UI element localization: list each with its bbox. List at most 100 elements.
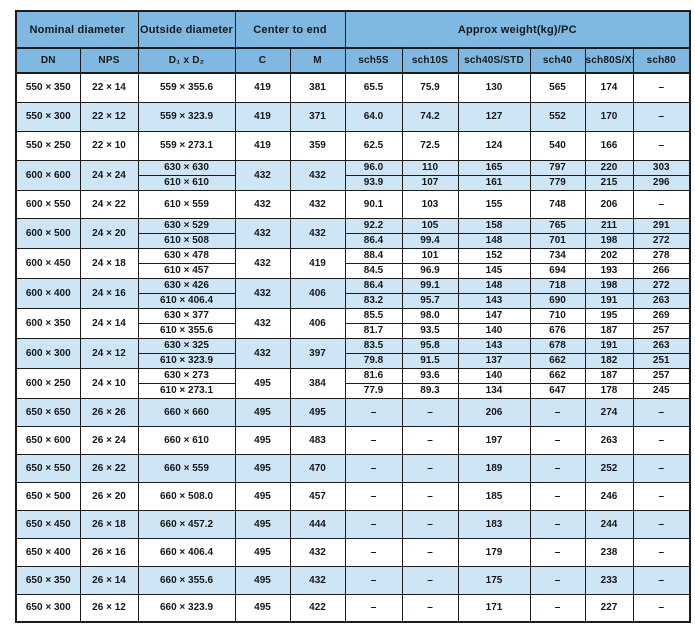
cell-sch40: – (529, 537, 586, 567)
cell-sch40: 765 (529, 217, 586, 234)
cell-m: 495 (289, 397, 346, 427)
table-row: 600 × 250 24 × 10 630 × 273 495 384 81.6 93.6 1… (15, 367, 691, 399)
cell-od: 610 × 559 (137, 189, 236, 219)
cell-sch80s-xs: 191 (584, 292, 634, 309)
cell-sch10s: 74.2 (401, 101, 459, 132)
cell-sch40s-std: 148 (457, 232, 531, 249)
cell-sch40s-std: 185 (457, 481, 531, 511)
table-row: 650 × 450 26 × 18 660 × 457.2 495 444– –183–2… (15, 509, 691, 539)
cell-dn: 600 × 550 (15, 189, 81, 219)
cell-sch10s: 103 (401, 189, 459, 219)
table-row: 600 × 300 24 × 12 630 × 325 432 397 83.5 95.8 1… (15, 337, 691, 369)
cell-od: 660 × 355.6 (137, 565, 236, 595)
cell-nps: 22 × 12 (79, 101, 139, 132)
cell-sch10s: 99.4 (401, 232, 459, 249)
col-header-od: D₁ x D₂ (137, 47, 236, 74)
cell-nps: 24 × 20 (79, 217, 139, 249)
cell-sch10s: 89.3 (401, 382, 459, 399)
table-row: 600 × 500 24 × 20 630 × 529 432 432 92.2 105 15… (15, 217, 691, 249)
cell-nps: 26 × 12 (79, 593, 139, 623)
cell-m: 406 (289, 307, 346, 339)
cell-sch5s: – (344, 537, 403, 567)
cell-sch80: 266 (632, 262, 691, 279)
cell-sch5s: – (344, 453, 403, 483)
cell-nps: 24 × 24 (79, 159, 139, 191)
cell-sch40: 690 (529, 292, 586, 309)
group-header-center-to-end: Center to end (234, 10, 346, 49)
cell-sch40s-std: 137 (457, 352, 531, 369)
cell-sch40: 701 (529, 232, 586, 249)
table-row: 600 × 600 24 × 24 630 × 630 432 432 96.0 110 16… (15, 159, 691, 191)
table-row: 600 × 450 24 × 18 630 × 478 432 419 88.4 101 15… (15, 247, 691, 279)
cell-sch80: – (632, 397, 691, 427)
cell-sch40: – (529, 593, 586, 623)
cell-sch80: 263 (632, 337, 691, 354)
cell-sch5s: 77.9 (344, 382, 403, 399)
cell-sch5s: 92.2 (344, 217, 403, 234)
cell-c: 432 (234, 247, 291, 279)
cell-sch80: 303 (632, 159, 691, 176)
cell-sch10s: 105 (401, 217, 459, 234)
cell-sch5s: 93.9 (344, 174, 403, 191)
table-subrow: 610 × 508 86.4 99.4 148 701 198 272 (16, 232, 691, 249)
cell-sch40: 647 (529, 382, 586, 399)
cell-dn: 650 × 600 (15, 425, 81, 455)
cell-od: 660 × 559 (137, 453, 236, 483)
col-header-sch40s-std: sch40S/STD (457, 47, 531, 74)
cell-m: 371 (289, 101, 346, 132)
table-subrow: 610 × 406.4 83.2 95.7 143 690 191 263 (16, 292, 691, 309)
cell-od: 610 × 273.1 (137, 382, 236, 399)
cell-sch40: – (529, 453, 586, 483)
cell-sch10s: – (401, 425, 459, 455)
cell-c: 495 (234, 425, 291, 455)
cell-nps: 26 × 20 (79, 481, 139, 511)
cell-nps: 26 × 14 (79, 565, 139, 595)
cell-sch80s-xs: 274 (584, 397, 634, 427)
cell-sch40s-std: 206 (457, 397, 531, 427)
group-header-row: Nominal diameter Outside diameter Center t… (15, 10, 691, 49)
cell-sch80s-xs: 252 (584, 453, 634, 483)
cell-m: 384 (289, 367, 346, 399)
cell-sch40: 552 (529, 101, 586, 132)
cell-c: 495 (234, 537, 291, 567)
cell-c: 419 (234, 101, 291, 132)
cell-sch5s: – (344, 481, 403, 511)
cell-od: 630 × 273 (137, 367, 236, 384)
cell-sch40s-std: 134 (457, 382, 531, 399)
cell-m: 359 (289, 130, 346, 161)
cell-od: 559 × 355.6 (137, 72, 236, 103)
cell-sch40s-std: 140 (457, 367, 531, 384)
cell-sch80: 291 (632, 217, 691, 234)
table-row: 600 × 550 24 × 22 610 × 559 432 432 90.1 103 15… (15, 189, 691, 219)
cell-sch80: 251 (632, 352, 691, 369)
cell-nps: 24 × 16 (79, 277, 139, 309)
cell-sch80: 278 (632, 247, 691, 264)
cell-sch40s-std: 140 (457, 322, 531, 339)
cell-c: 432 (234, 277, 291, 309)
col-header-sch10s: sch10S (401, 47, 459, 74)
cell-sch80s-xs: 174 (584, 72, 634, 103)
cell-sch80s-xs: 182 (584, 352, 634, 369)
cell-sch80: – (632, 101, 691, 132)
cell-m: 419 (289, 247, 346, 279)
cell-nps: 24 × 12 (79, 337, 139, 369)
cell-sch5s: – (344, 509, 403, 539)
cell-sch40s-std: 155 (457, 189, 531, 219)
cell-dn: 650 × 350 (15, 565, 81, 595)
cell-sch40: – (529, 509, 586, 539)
table-row: 550 × 250 22 × 10 559 × 273.1 419 359 62.5 72.… (15, 130, 691, 161)
table-row: 550 × 350 22 × 14 559 × 355.6 419 381 65.5 75.… (15, 72, 691, 103)
cell-sch40s-std: 175 (457, 565, 531, 595)
cell-sch10s: 110 (401, 159, 459, 176)
cell-sch40s-std: 158 (457, 217, 531, 234)
cell-sch40s-std: 124 (457, 130, 531, 161)
cell-sch5s: 65.5 (344, 72, 403, 103)
cell-c: 419 (234, 130, 291, 161)
cell-sch10s: 72.5 (401, 130, 459, 161)
cell-sch10s: 99.1 (401, 277, 459, 294)
cell-sch10s: – (401, 509, 459, 539)
cell-sch80s-xs: 202 (584, 247, 634, 264)
cell-sch80s-xs: 246 (584, 481, 634, 511)
cell-c: 432 (234, 337, 291, 369)
